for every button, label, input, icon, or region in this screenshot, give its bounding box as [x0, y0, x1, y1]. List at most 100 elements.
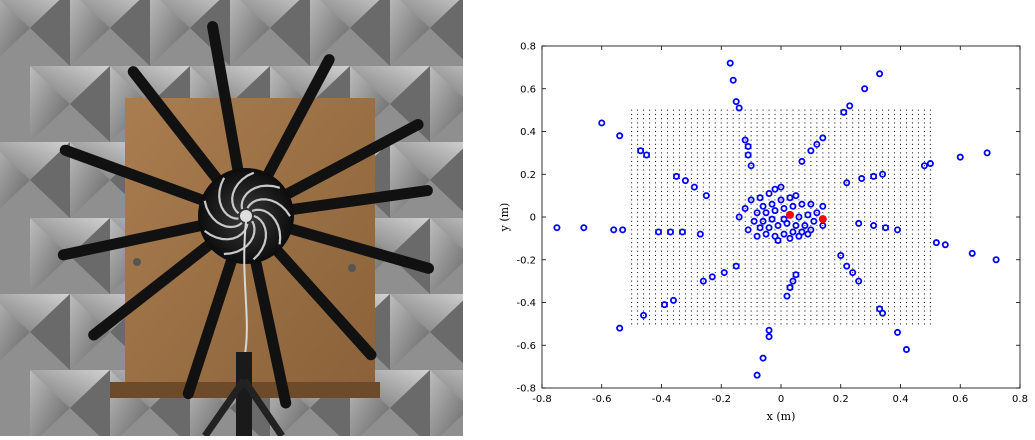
scan-grid-dot	[816, 204, 817, 205]
scan-grid-dot	[852, 281, 853, 282]
scan-grid-dot	[816, 174, 817, 175]
scan-grid-dot	[912, 242, 913, 243]
scan-grid-dot	[673, 152, 674, 153]
scan-grid-dot	[864, 311, 865, 312]
scan-grid-dot	[667, 268, 668, 269]
scan-grid-dot	[643, 217, 644, 218]
scan-grid-dot	[631, 289, 632, 290]
scan-grid-dot	[649, 229, 650, 230]
scan-grid-dot	[751, 276, 752, 277]
scan-grid-dot	[667, 169, 668, 170]
scan-grid-dot	[924, 217, 925, 218]
scan-grid-dot	[798, 169, 799, 170]
scan-grid-dot	[649, 144, 650, 145]
scan-grid-dot	[781, 272, 782, 273]
scan-grid-dot	[792, 169, 793, 170]
scan-grid-dot	[703, 174, 704, 175]
scan-grid-dot	[792, 131, 793, 132]
scan-grid-dot	[757, 165, 758, 166]
scan-grid-dot	[763, 165, 764, 166]
scan-grid-dot	[894, 131, 895, 132]
scan-grid-dot	[930, 285, 931, 286]
scan-grid-dot	[679, 225, 680, 226]
scan-grid-dot	[745, 135, 746, 136]
scan-grid-dot	[655, 221, 656, 222]
scan-grid-dot	[679, 264, 680, 265]
scan-grid-dot	[864, 272, 865, 273]
scan-grid-dot	[918, 306, 919, 307]
scan-grid-dot	[781, 191, 782, 192]
scan-grid-dot	[751, 281, 752, 282]
scan-grid-dot	[888, 276, 889, 277]
scan-grid-dot	[786, 302, 787, 303]
scan-grid-dot	[781, 315, 782, 316]
scan-grid-dot	[739, 144, 740, 145]
scan-grid-dot	[775, 264, 776, 265]
scan-grid-dot	[870, 152, 871, 153]
scan-grid-dot	[739, 169, 740, 170]
scan-grid-dot	[679, 289, 680, 290]
scan-grid-dot	[751, 234, 752, 235]
scan-grid-dot	[810, 114, 811, 115]
scan-grid-dot	[906, 157, 907, 158]
scan-grid-dot	[739, 323, 740, 324]
scan-grid-dot	[643, 251, 644, 252]
x-tick-label: 0	[778, 394, 784, 405]
scan-grid-dot	[685, 315, 686, 316]
scan-grid-dot	[775, 122, 776, 123]
scan-grid-dot	[900, 199, 901, 200]
scan-grid-dot	[631, 242, 632, 243]
scan-grid-dot	[834, 157, 835, 158]
scan-grid-dot	[888, 298, 889, 299]
scan-grid-dot	[739, 221, 740, 222]
scan-grid-dot	[906, 276, 907, 277]
scan-grid-dot	[775, 323, 776, 324]
scan-grid-dot	[924, 187, 925, 188]
scan-grid-dot	[924, 289, 925, 290]
scan-grid-dot	[709, 161, 710, 162]
scan-grid-dot	[727, 319, 728, 320]
scan-grid-dot	[918, 229, 919, 230]
scan-grid-dot	[685, 187, 686, 188]
scan-grid-dot	[631, 238, 632, 239]
scan-grid-dot	[804, 148, 805, 149]
scan-grid-dot	[894, 191, 895, 192]
scan-grid-dot	[798, 251, 799, 252]
scan-grid-dot	[673, 148, 674, 149]
scan-grid-dot	[912, 251, 913, 252]
scan-grid-dot	[888, 114, 889, 115]
scan-grid-dot	[685, 268, 686, 269]
scan-grid-dot	[846, 225, 847, 226]
scan-grid-dot	[852, 315, 853, 316]
scan-grid-dot	[703, 302, 704, 303]
scan-grid-dot	[715, 169, 716, 170]
microphone-point	[752, 219, 757, 224]
scan-grid-dot	[810, 174, 811, 175]
scan-grid-dot	[751, 212, 752, 213]
scan-grid-dot	[864, 221, 865, 222]
scan-grid-dot	[649, 323, 650, 324]
scan-grid-dot	[697, 178, 698, 179]
scan-grid-dot	[739, 251, 740, 252]
scan-grid-dot	[786, 114, 787, 115]
scan-grid-dot	[858, 306, 859, 307]
scan-grid-dot	[745, 264, 746, 265]
scan-grid-dot	[685, 165, 686, 166]
hub-center	[240, 210, 252, 222]
scan-grid-dot	[643, 140, 644, 141]
scan-grid-dot	[697, 182, 698, 183]
microphone-point	[796, 234, 801, 239]
microphone-point	[784, 293, 789, 298]
scan-grid-dot	[804, 157, 805, 158]
scan-grid-dot	[631, 114, 632, 115]
scan-grid-dot	[792, 127, 793, 128]
scan-grid-dot	[745, 293, 746, 294]
scan-grid-dot	[924, 264, 925, 265]
scan-grid-dot	[721, 276, 722, 277]
scan-grid-dot	[906, 229, 907, 230]
scan-grid-dot	[667, 110, 668, 111]
scan-grid-dot	[739, 122, 740, 123]
scan-grid-dot	[751, 208, 752, 209]
scan-grid-dot	[751, 289, 752, 290]
scan-grid-dot	[840, 268, 841, 269]
